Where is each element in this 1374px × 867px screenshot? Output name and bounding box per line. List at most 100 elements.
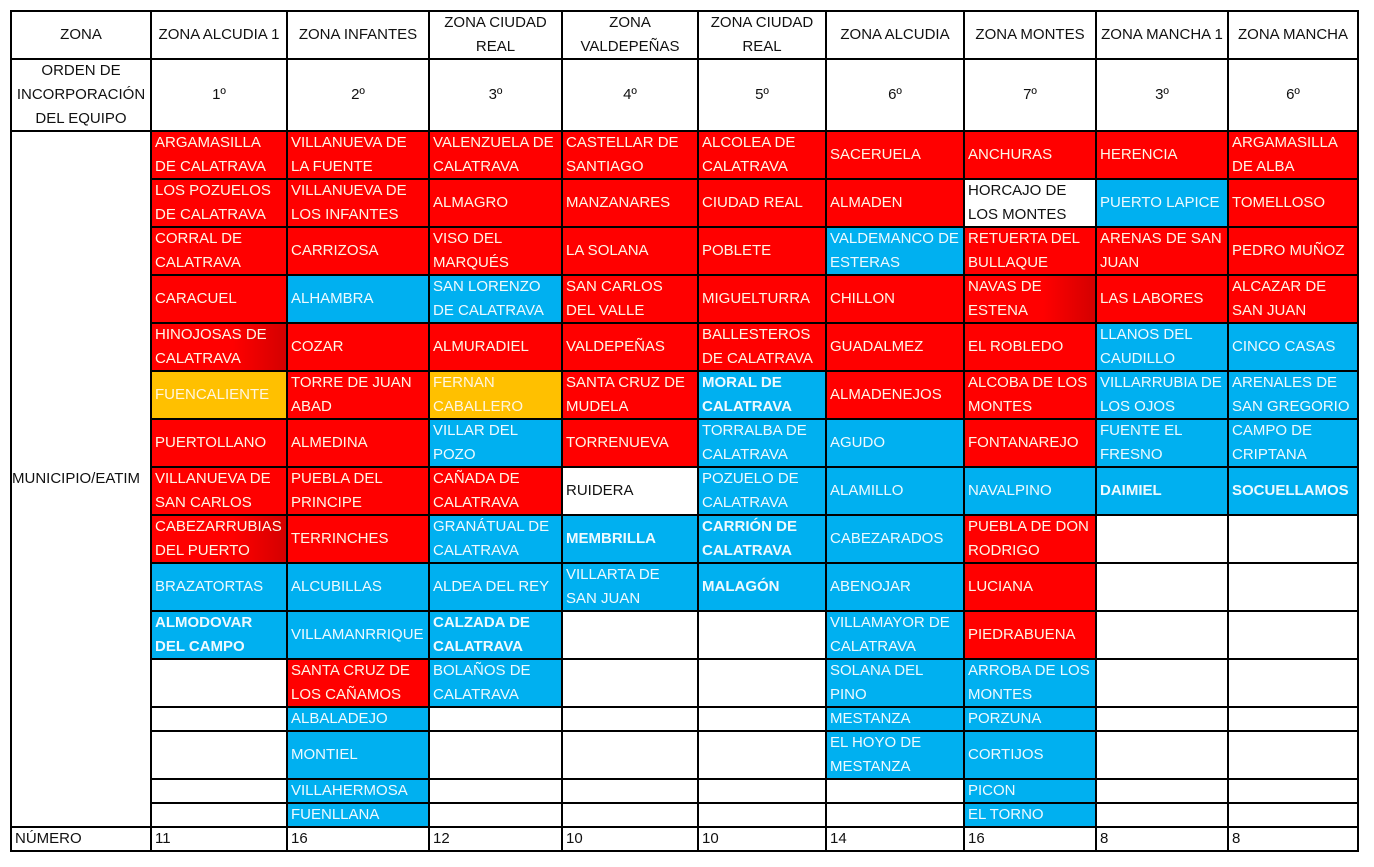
empty-cell — [1229, 780, 1359, 804]
municipality-cell: VALDEPEÑAS — [563, 324, 699, 372]
municipality-cell: CALZADA DE CALATRAVA — [430, 612, 563, 660]
municipality-cell: SACERUELA — [827, 132, 965, 180]
municipality-cell: SAN LORENZO DE CALATRAVA — [430, 276, 563, 324]
municipality-cell: NAVAS DE ESTENA — [965, 276, 1097, 324]
municipality-cell: HERENCIA — [1097, 132, 1229, 180]
count-cell: 11 — [152, 828, 288, 852]
count-cell: 10 — [563, 828, 699, 852]
count-cell: 12 — [430, 828, 563, 852]
municipality-cell: LAS LABORES — [1097, 276, 1229, 324]
count-cell: 14 — [827, 828, 965, 852]
municipality-cell: VILLANUEVA DE LA FUENTE — [288, 132, 430, 180]
empty-cell — [1097, 612, 1229, 660]
empty-cell — [699, 804, 827, 828]
empty-cell — [827, 780, 965, 804]
empty-cell — [1229, 612, 1359, 660]
empty-cell — [152, 780, 288, 804]
municipality-cell: MESTANZA — [827, 708, 965, 732]
empty-cell — [430, 780, 563, 804]
empty-cell — [430, 708, 563, 732]
municipality-cell: CABEZARADOS — [827, 516, 965, 564]
order-cell: 7º — [965, 60, 1097, 132]
municipality-cell: ARROBA DE LOS MONTES — [965, 660, 1097, 708]
empty-cell — [563, 732, 699, 780]
municipality-cell: SANTA CRUZ DE MUDELA — [563, 372, 699, 420]
order-cell: 6º — [827, 60, 965, 132]
municipality-cell: BALLESTEROS DE CALATRAVA — [699, 324, 827, 372]
empty-cell — [699, 780, 827, 804]
count-cell: 10 — [699, 828, 827, 852]
municipality-cell: MALAGÓN — [699, 564, 827, 612]
empty-cell — [430, 732, 563, 780]
municipality-cell: MANZANARES — [563, 180, 699, 228]
order-cell: 3º — [1097, 60, 1229, 132]
municipality-cell: FUENLLANA — [288, 804, 430, 828]
municipality-cell: PORZUNA — [965, 708, 1097, 732]
municipality-cell: VILLAR DEL POZO — [430, 420, 563, 468]
municipality-cell: ANCHURAS — [965, 132, 1097, 180]
zone-assignment-table: ZONA ORDEN DE INCORPORACIÓN DEL EQUIPO M… — [10, 10, 1359, 852]
order-cell: 1º — [152, 60, 288, 132]
municipality-cell: TOMELLOSO — [1229, 180, 1359, 228]
empty-cell — [563, 660, 699, 708]
municipality-cell: AGUDO — [827, 420, 965, 468]
municipality-cell: CAMPO DE CRIPTANA — [1229, 420, 1359, 468]
empty-cell — [1097, 732, 1229, 780]
municipality-cell: PUERTOLLANO — [152, 420, 288, 468]
empty-cell — [563, 804, 699, 828]
municipality-cell: MEMBRILLA — [563, 516, 699, 564]
municipality-cell: CHILLON — [827, 276, 965, 324]
municipality-cell: RUIDERA — [563, 468, 699, 516]
empty-cell — [1097, 804, 1229, 828]
municipality-cell: CARRIZOSA — [288, 228, 430, 276]
municipality-cell: ALMODOVAR DEL CAMPO — [152, 612, 288, 660]
municipality-cell: CAÑADA DE CALATRAVA — [430, 468, 563, 516]
count-cell: 8 — [1097, 828, 1229, 852]
municipality-cell: VILLAMANRRIQUE — [288, 612, 430, 660]
zone-header: ZONA CIUDAD REAL — [430, 12, 563, 60]
municipality-cell: EL HOYO DE MESTANZA — [827, 732, 965, 780]
municipality-cell: PUEBLA DE DON RODRIGO — [965, 516, 1097, 564]
municipality-cell: ALDEA DEL REY — [430, 564, 563, 612]
zone-header: ZONA MANCHA — [1229, 12, 1359, 60]
municipality-cell: TORRALBA DE CALATRAVA — [699, 420, 827, 468]
municipality-cell: CORTIJOS — [965, 732, 1097, 780]
municipality-cell: EL TORNO — [965, 804, 1097, 828]
municipality-cell: ALCAZAR DE SAN JUAN — [1229, 276, 1359, 324]
municipality-cell: CIUDAD REAL — [699, 180, 827, 228]
empty-cell — [152, 804, 288, 828]
empty-cell — [1097, 660, 1229, 708]
municipality-cell: VISO DEL MARQUÉS — [430, 228, 563, 276]
municipality-cell: VALDEMANCO DE ESTERAS — [827, 228, 965, 276]
municipality-cell: LA SOLANA — [563, 228, 699, 276]
municipality-cell: ALMAGRO — [430, 180, 563, 228]
municipality-cell: PUERTO LAPICE — [1097, 180, 1229, 228]
empty-cell — [827, 804, 965, 828]
empty-cell — [152, 732, 288, 780]
municipality-cell: HORCAJO DE LOS MONTES — [965, 180, 1097, 228]
municipality-cell: CARACUEL — [152, 276, 288, 324]
municipality-cell: HINOJOSAS DE CALATRAVA — [152, 324, 288, 372]
municipality-cell: FUENTE EL FRESNO — [1097, 420, 1229, 468]
municipality-cell: PUEBLA DEL PRINCIPE — [288, 468, 430, 516]
municipality-cell: ARGAMASILLA DE ALBA — [1229, 132, 1359, 180]
municipality-cell: POBLETE — [699, 228, 827, 276]
municipality-cell: BRAZATORTAS — [152, 564, 288, 612]
municipality-cell: LOS POZUELOS DE CALATRAVA — [152, 180, 288, 228]
municipality-cell: COZAR — [288, 324, 430, 372]
municipality-cell: GUADALMEZ — [827, 324, 965, 372]
zone-header: ZONA MANCHA 1 — [1097, 12, 1229, 60]
municipality-cell: CASTELLAR DE SANTIAGO — [563, 132, 699, 180]
empty-cell — [699, 732, 827, 780]
zone-header: ZONA INFANTES — [288, 12, 430, 60]
count-cell: 8 — [1229, 828, 1359, 852]
empty-cell — [1229, 516, 1359, 564]
empty-cell — [1229, 564, 1359, 612]
zone-header: ZONA CIUDAD REAL — [699, 12, 827, 60]
municipality-cell: ALMADENEJOS — [827, 372, 965, 420]
municipality-cell: ALHAMBRA — [288, 276, 430, 324]
empty-cell — [430, 804, 563, 828]
municipality-cell: SAN CARLOS DEL VALLE — [563, 276, 699, 324]
municipality-cell: VALENZUELA DE CALATRAVA — [430, 132, 563, 180]
empty-cell — [1229, 804, 1359, 828]
